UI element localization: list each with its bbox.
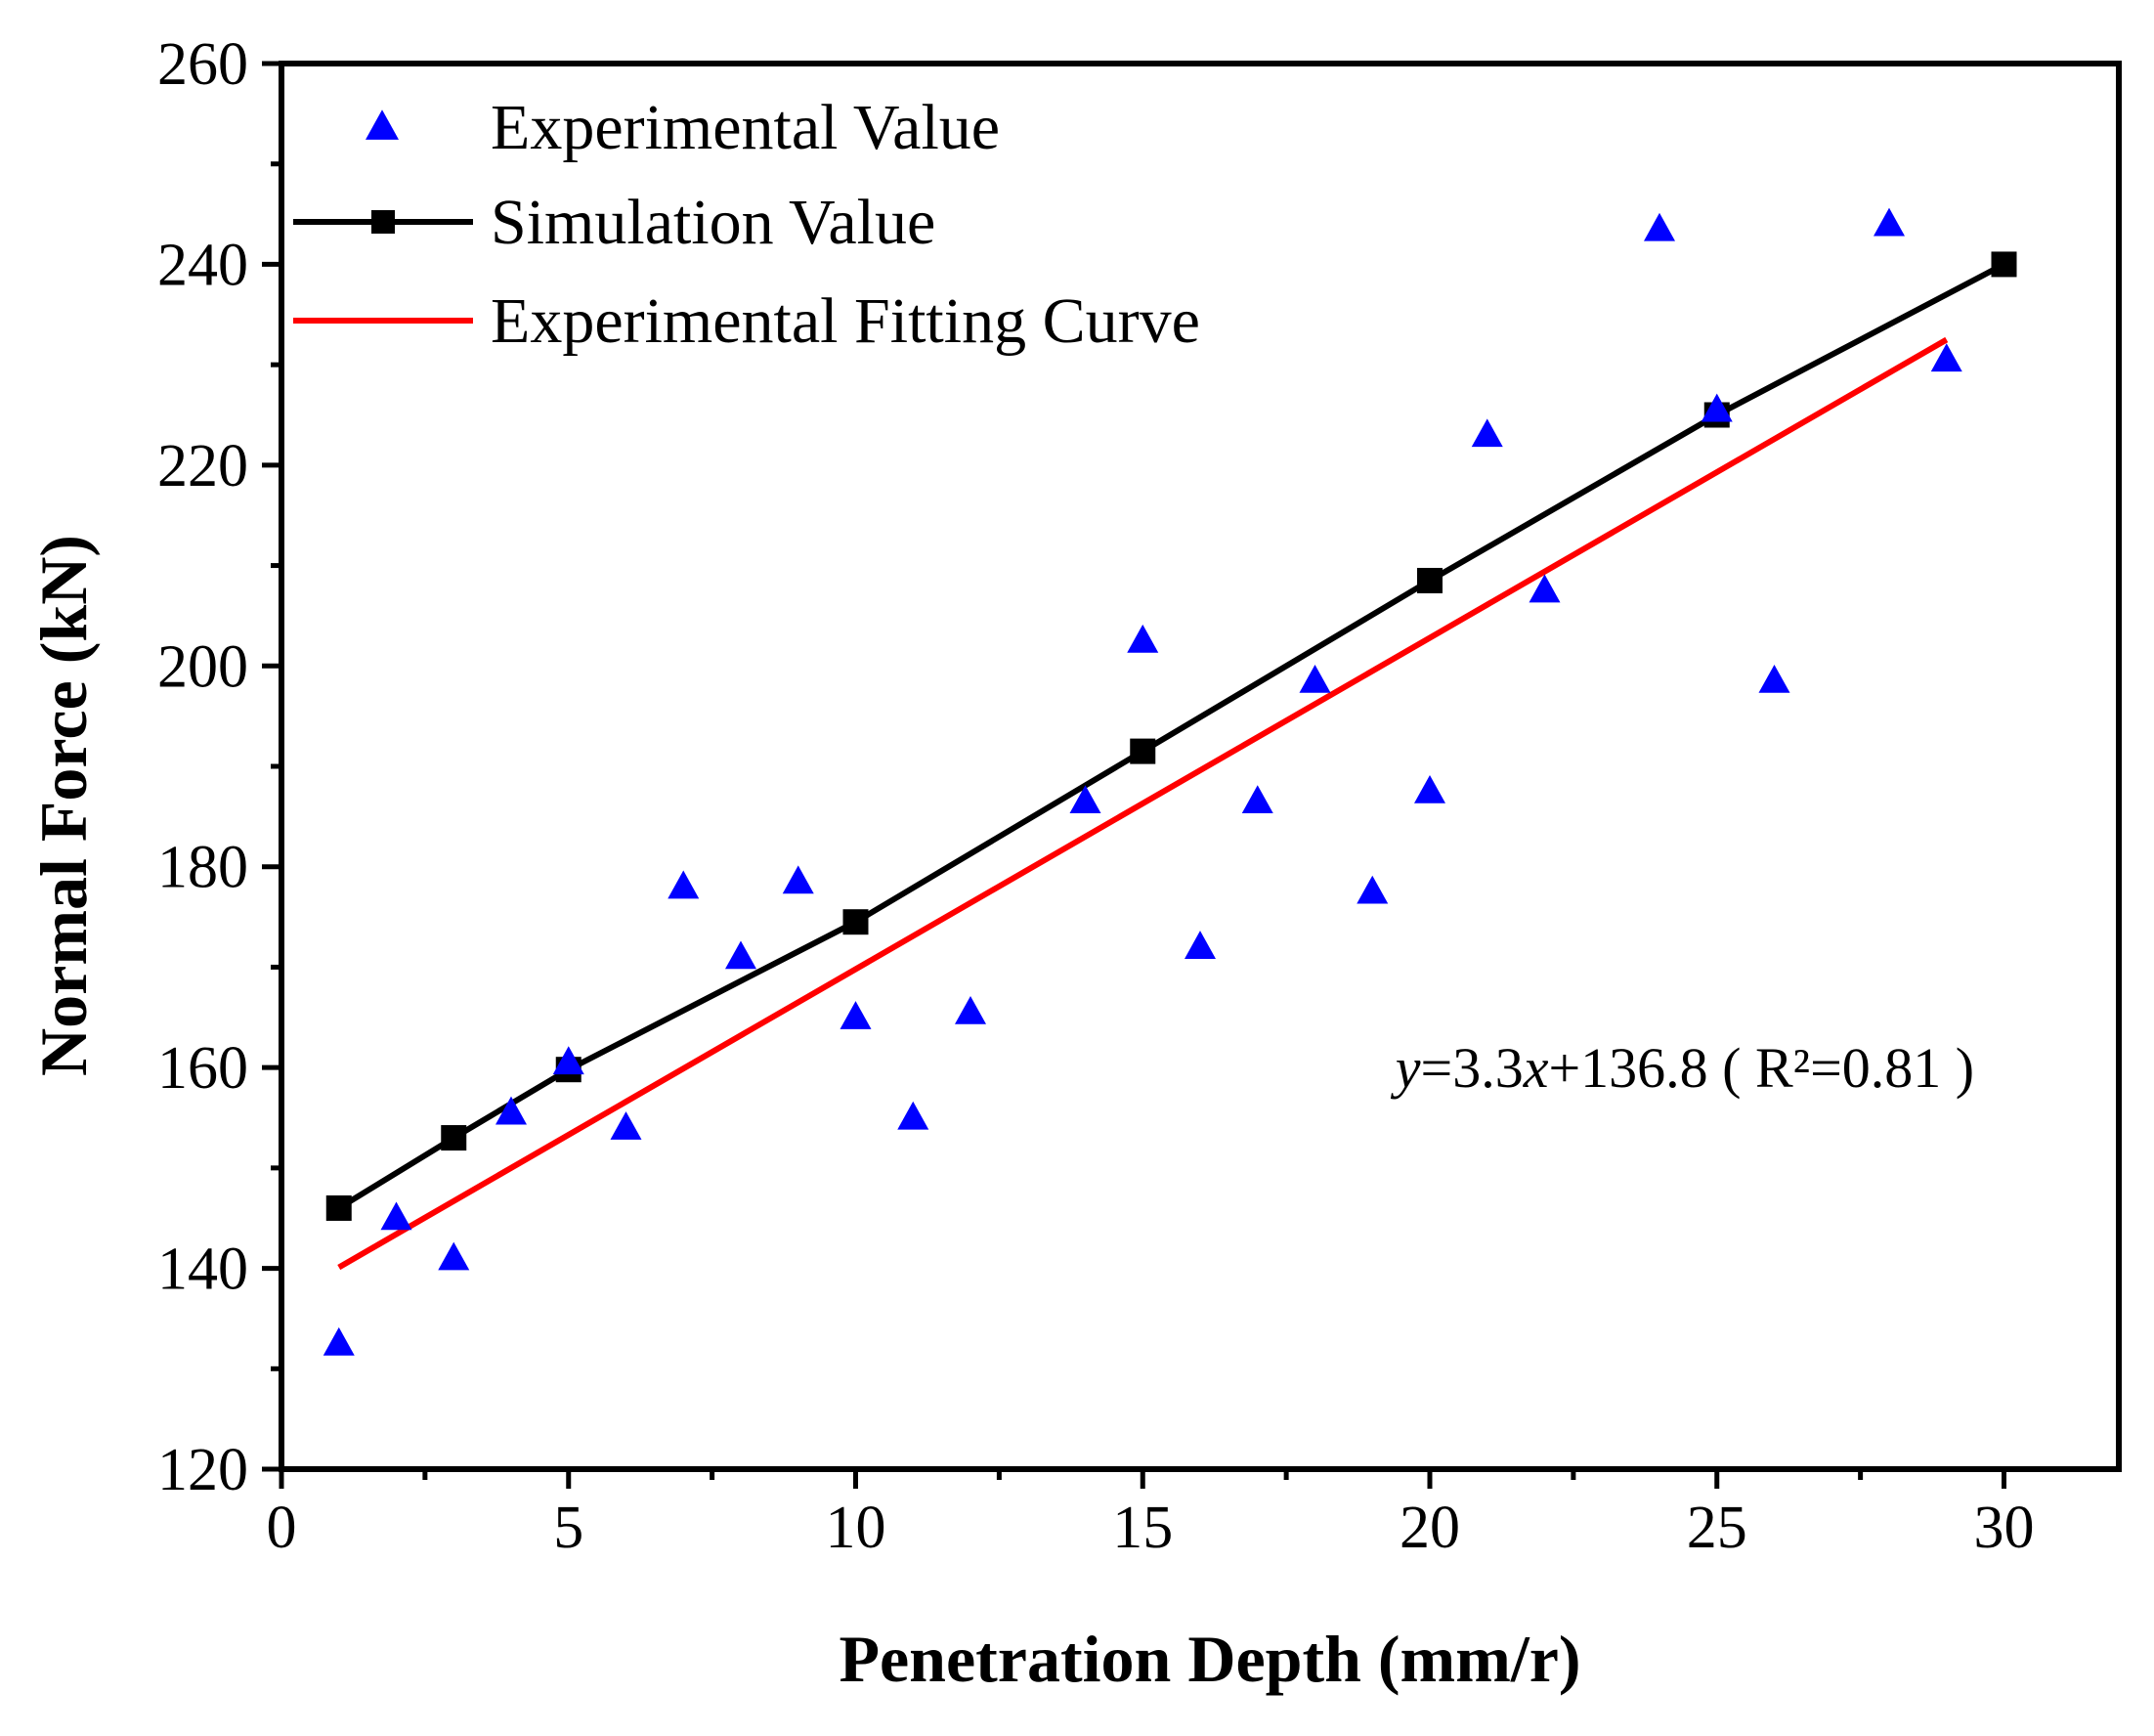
y-tick-label: 140 (157, 1237, 248, 1303)
experimental-point (610, 1111, 642, 1140)
simulation-point (441, 1125, 467, 1151)
x-tick-label: 10 (826, 1495, 886, 1561)
experimental-point (1069, 785, 1101, 814)
y-tick-label: 220 (157, 433, 248, 499)
equation-var-x: x (1523, 1036, 1549, 1100)
simulation-point (842, 909, 869, 935)
experimental-point (1414, 774, 1445, 803)
y-axis-title: Normal Force (kN) (26, 535, 101, 1076)
equation-part-1: =3.3 (1421, 1036, 1524, 1100)
fit-equation-annotation: y=3.3x+136.8 ( R²=0.81 ) (1391, 1036, 1974, 1100)
x-tick-label: 20 (1400, 1495, 1460, 1561)
legend: Experimental Value Simulation Value Expe… (293, 92, 1200, 357)
experimental-point (552, 1046, 584, 1075)
y-tick-label: 240 (157, 232, 248, 298)
experimental-point (438, 1241, 470, 1271)
y-tick-label: 120 (157, 1437, 248, 1503)
simulation-point (325, 1194, 352, 1221)
experimental-point (840, 1001, 872, 1029)
experimental-point (955, 995, 986, 1024)
equation-part-2: +136.8 ( R²=0.81 ) (1548, 1036, 1974, 1100)
x-tick-label: 0 (267, 1495, 297, 1561)
plot-frame (279, 61, 2122, 1472)
legend-triangle-icon (366, 109, 399, 140)
x-tick-label: 25 (1687, 1495, 1747, 1561)
experimental-point (1299, 664, 1331, 693)
x-tick-label: 5 (553, 1495, 583, 1561)
experimental-point (380, 1201, 412, 1231)
experimental-point (1127, 624, 1159, 653)
legend-label-simulation: Simulation Value (491, 187, 935, 258)
x-axis-title: Penetration Depth (mm/r) (839, 1622, 1580, 1696)
experimental-point (1701, 393, 1733, 422)
simulation-point (1130, 738, 1156, 764)
experimental-point (1471, 418, 1503, 448)
experimental-point (323, 1326, 355, 1356)
y-tick-label: 160 (157, 1035, 248, 1102)
simulation-point (1417, 567, 1443, 593)
experimental-point (1529, 574, 1561, 603)
legend-square-icon (371, 210, 395, 234)
tick-labels: 0 5 10 15 20 25 30 120 140 160 180 200 220 240 260 (157, 31, 2035, 1561)
experimental-point (1357, 875, 1389, 904)
simulation-line (337, 261, 2005, 1211)
y-tick-label: 260 (157, 31, 248, 98)
y-tick-label: 180 (157, 835, 248, 901)
experimental-point (495, 1096, 527, 1125)
experimental-point (1644, 212, 1675, 241)
experimental-point (725, 940, 756, 970)
experimental-point (1930, 343, 1962, 372)
simulation-point (1991, 251, 2017, 278)
x-tick-label: 30 (1974, 1495, 2035, 1561)
fitting-curve-layer (337, 336, 1949, 1271)
y-tick-label: 200 (157, 633, 248, 700)
experimental-point (1185, 931, 1216, 959)
fitting-curve-line (337, 336, 1949, 1271)
experimental-point (1874, 207, 1905, 237)
experimental-point (1241, 785, 1273, 814)
legend-label-fitting: Experimental Fitting Curve (491, 285, 1200, 357)
experimental-point (897, 1101, 929, 1130)
experimental-point (1758, 664, 1790, 693)
experimental-point (782, 865, 814, 894)
experimental-layer (323, 207, 1962, 1356)
experimental-point (668, 870, 700, 899)
x-tick-label: 15 (1112, 1495, 1173, 1561)
legend-label-experimental: Experimental Value (491, 92, 1000, 163)
equation-var-y: y (1391, 1036, 1421, 1100)
